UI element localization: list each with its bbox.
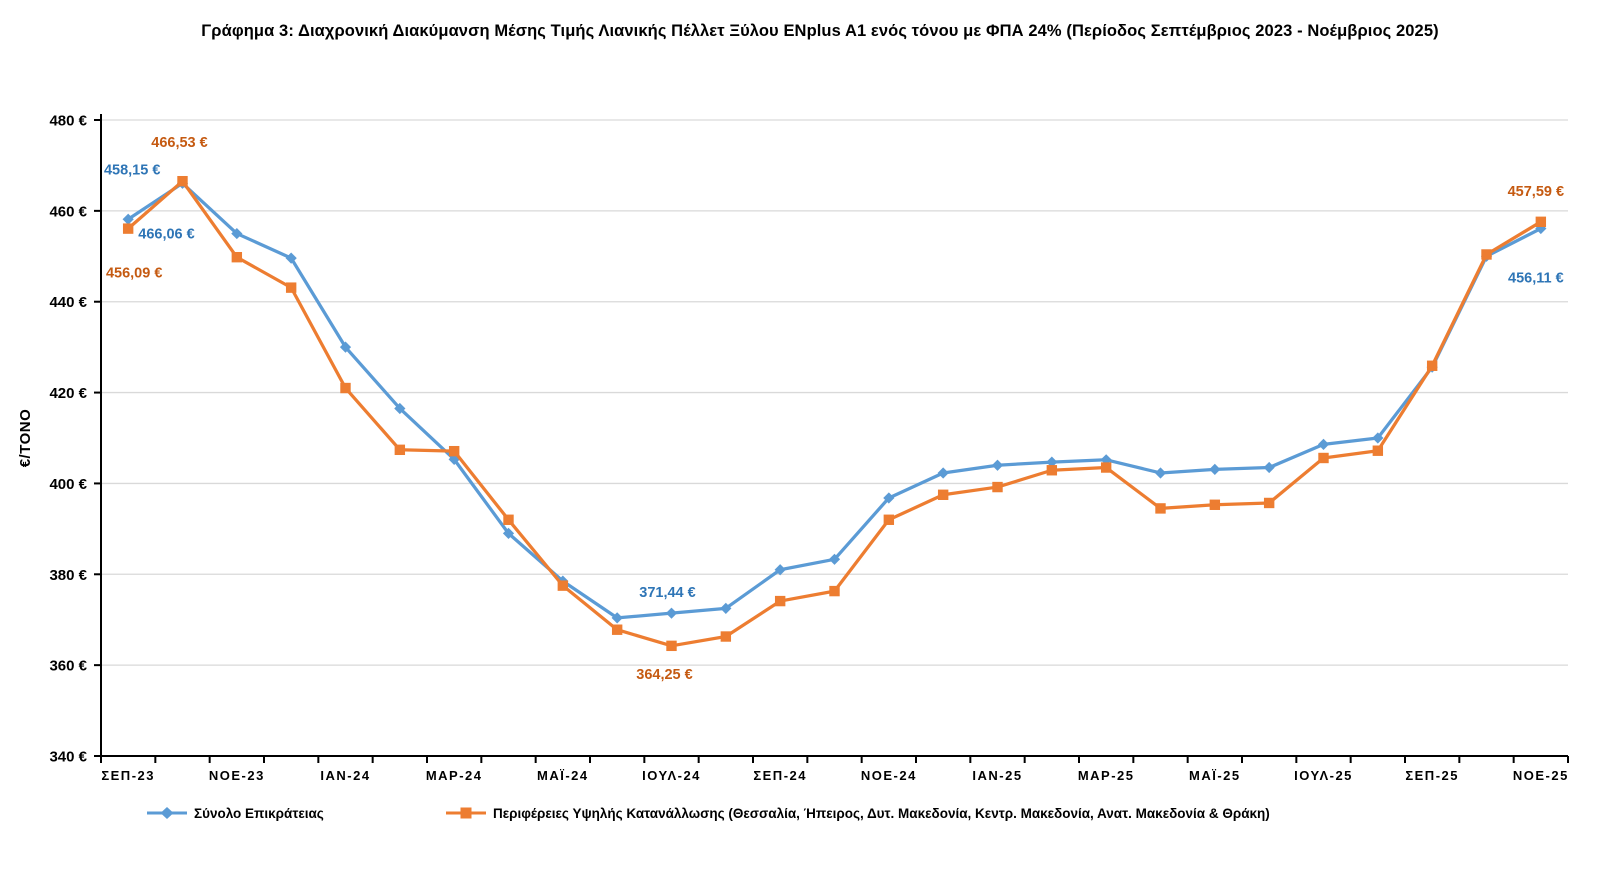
diamond-icon (147, 807, 187, 819)
data-label: 371,44 € (639, 585, 695, 601)
data-point-marker (285, 282, 297, 293)
x-tick-label: ΜΑΪ-24 (537, 768, 589, 783)
data-point-marker (231, 227, 243, 240)
series-line-1 (126, 179, 1543, 648)
data-point-marker (720, 631, 732, 642)
x-tick-label: ΜΑΡ-25 (1078, 768, 1135, 783)
data-point-marker (1209, 499, 1221, 510)
data-point-marker (1100, 462, 1112, 473)
data-point-marker (937, 489, 949, 500)
data-point-marker (665, 607, 678, 619)
y-tick-label: 360 € (49, 658, 87, 675)
data-point-marker (1318, 452, 1329, 464)
data-point-marker (992, 481, 1003, 493)
data-point-marker (1535, 216, 1547, 228)
data-point-marker (1046, 456, 1058, 468)
data-point-marker (1209, 463, 1221, 475)
data-point-marker (557, 580, 569, 591)
data-point-marker (611, 624, 623, 635)
data-point-marker (122, 223, 134, 234)
data-point-marker (340, 382, 351, 394)
data-point-marker (937, 467, 949, 479)
data-point-marker (666, 640, 677, 652)
data-label: 456,11 € (1508, 271, 1564, 287)
legend-label-total: Σύνολο Επικράτειας (194, 805, 324, 821)
x-tick-label: ΜΑΡ-24 (426, 768, 483, 783)
x-tick-label: ΙΑΝ-25 (972, 768, 1022, 783)
data-point-marker (177, 175, 188, 187)
data-point-marker (1481, 249, 1492, 260)
data-point-marker (285, 252, 297, 264)
data-point-marker (122, 213, 134, 225)
x-tick-label: ΙΑΝ-24 (320, 768, 370, 783)
x-tick-label: ΝΟΕ-25 (1513, 768, 1569, 783)
data-label: 456,09 € (106, 266, 162, 282)
data-point-marker (828, 553, 841, 565)
y-tick-label: 380 € (49, 567, 87, 584)
x-tick-label: ΣΕΠ-24 (753, 768, 807, 783)
data-point-marker (1046, 465, 1058, 476)
chart-legend: Σύνολο Επικράτειας Περιφέρειες Υψηλής Κα… (0, 802, 1598, 828)
x-tick-label: ΙΟΥΛ-24 (642, 768, 701, 783)
data-point-marker (1372, 445, 1384, 456)
data-point-marker (611, 612, 623, 624)
data-point-marker (991, 459, 1004, 471)
data-point-marker (231, 251, 243, 263)
y-tick-label: 400 € (49, 476, 87, 493)
data-point-marker (394, 444, 406, 456)
x-tick-label: ΣΕΠ-23 (101, 768, 155, 783)
x-tick-label: ΙΟΥΛ-25 (1294, 768, 1353, 783)
y-tick-label: 460 € (49, 203, 87, 220)
x-tick-label: ΜΑΪ-25 (1189, 768, 1241, 783)
data-label: 457,59 € (1508, 184, 1564, 200)
data-label: 364,25 € (636, 667, 692, 683)
data-point-marker (1154, 467, 1167, 479)
data-point-marker (394, 402, 406, 415)
legend-label-regions: Περιφέρειες Υψηλής Κατανάλλωσης (Θεσσαλί… (493, 805, 1270, 821)
data-point-marker (774, 595, 786, 607)
data-point-marker (1263, 497, 1275, 509)
data-point-marker (502, 527, 515, 539)
square-icon (446, 807, 486, 819)
y-tick-label: 480 € (49, 113, 87, 130)
y-tick-label: 340 € (49, 749, 87, 766)
series-line-0 (126, 181, 1543, 620)
data-point-marker (1372, 432, 1384, 444)
y-tick-label: 420 € (49, 385, 87, 402)
data-point-marker (883, 492, 895, 504)
y-tick-label: 440 € (49, 294, 87, 311)
data-point-marker (1155, 503, 1166, 514)
legend-item-regions: Περιφέρειες Υψηλής Κατανάλλωσης (Θεσσαλί… (446, 802, 1270, 824)
data-point-marker (774, 564, 786, 576)
legend-item-total: Σύνολο Επικράτειας (147, 802, 324, 824)
data-point-marker (720, 602, 732, 614)
data-point-marker (1317, 438, 1330, 450)
x-tick-label: ΝΟΕ-23 (209, 768, 265, 783)
y-axis-title: €/ΤΟΝΟ (17, 409, 34, 468)
data-point-marker (339, 341, 352, 353)
x-tick-label: ΣΕΠ-25 (1405, 768, 1459, 783)
x-tick-label: ΝΟΕ-24 (861, 768, 917, 783)
data-label: 466,53 € (151, 135, 207, 151)
data-point-marker (1263, 461, 1275, 474)
data-point-marker (503, 514, 514, 525)
data-label: 458,15 € (104, 162, 160, 178)
data-point-marker (1426, 360, 1438, 371)
data-point-marker (829, 585, 840, 597)
data-point-marker (448, 445, 460, 457)
data-point-marker (883, 514, 895, 525)
data-point-marker (448, 453, 460, 465)
data-label: 466,06 € (138, 226, 194, 242)
chart-title: Γράφημα 3: Διαχρονική Διακύμανση Μέσης Τ… (201, 22, 1439, 40)
